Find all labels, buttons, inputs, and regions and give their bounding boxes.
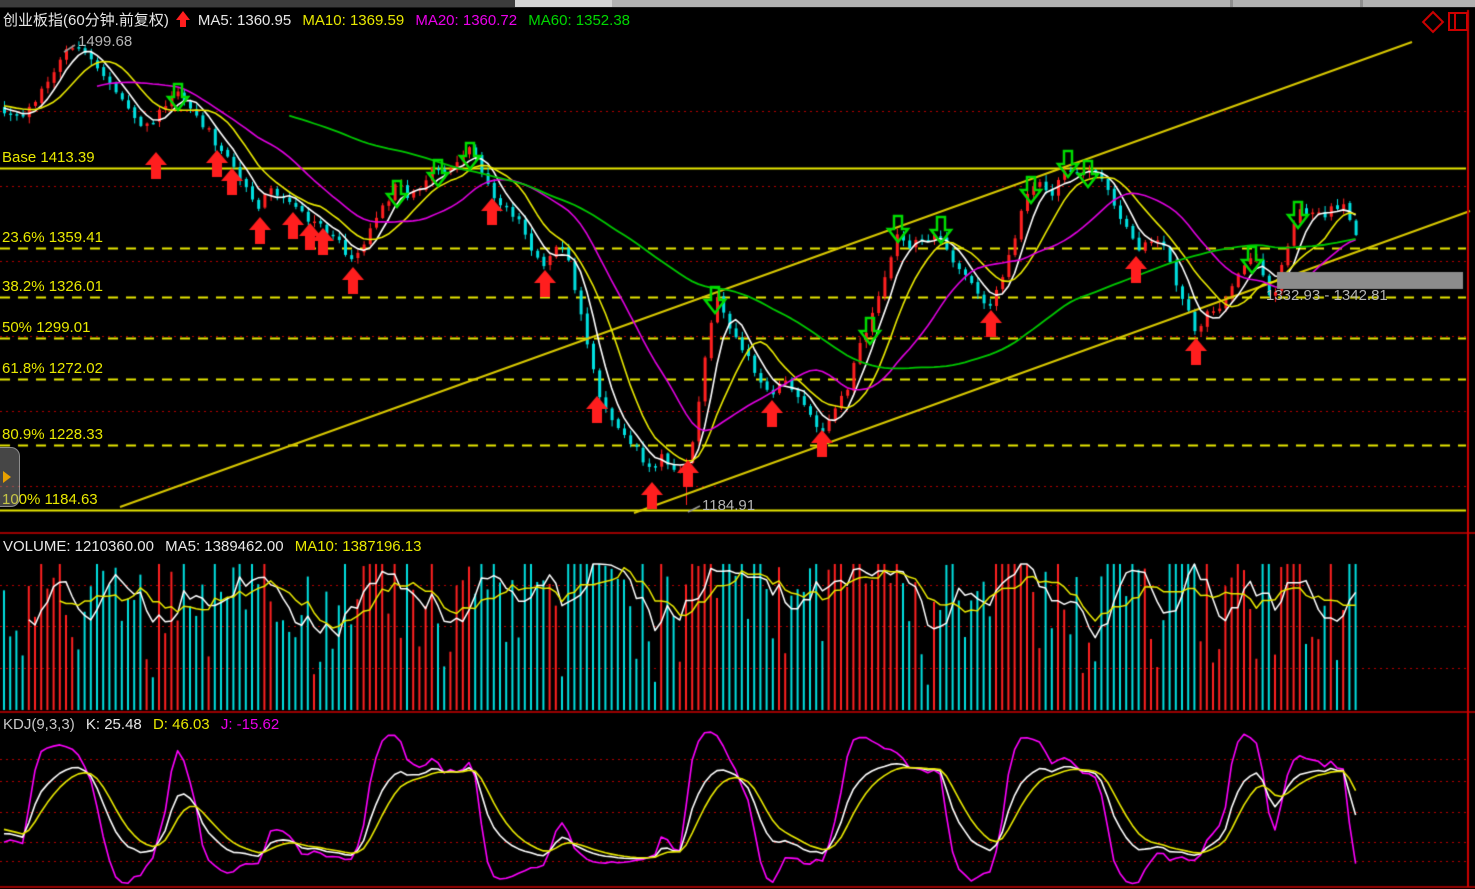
sidebar-expand-tab[interactable] bbox=[0, 447, 20, 507]
kdj-name: KDJ(9,3,3) bbox=[3, 716, 75, 733]
scrollbar-thumb[interactable] bbox=[515, 0, 612, 7]
split-window-icon[interactable] bbox=[1448, 12, 1468, 31]
fib-label-618: 61.8% 1272.02 bbox=[2, 360, 103, 377]
up-arrow-icon bbox=[175, 11, 191, 27]
fib-label-base: Base 1413.39 bbox=[2, 149, 95, 166]
top-scrollbar[interactable] bbox=[0, 0, 1475, 8]
fib-label-236: 23.6% 1359.41 bbox=[2, 229, 103, 246]
volume-value: VOLUME: 1210360.00 bbox=[3, 538, 154, 555]
volume-ma5: MA5: 1389462.00 bbox=[165, 538, 284, 555]
high-price-label: 1499.68 bbox=[78, 33, 133, 50]
scrollbar-notch bbox=[1230, 0, 1233, 7]
ma5-label: MA5: 1360.95 bbox=[197, 12, 292, 29]
kdj-j-value: J: -15.62 bbox=[220, 716, 280, 733]
main-chart-header: 创业板指(60分钟.前复权) MA5: 1360.95 MA10: 1369.59… bbox=[3, 9, 637, 30]
scrollbar-notch bbox=[1360, 0, 1363, 7]
price-range-label: 1332.93 - 1342.81 bbox=[1266, 287, 1388, 304]
scrollbar-track[interactable] bbox=[612, 0, 1475, 7]
low-price-label: 1184.91 bbox=[702, 497, 756, 514]
kdj-k-value: K: 25.48 bbox=[85, 716, 142, 733]
fib-label-809: 80.9% 1228.33 bbox=[2, 426, 103, 443]
ma60-label: MA60: 1352.38 bbox=[528, 12, 631, 29]
kdj-d-value: D: 46.03 bbox=[152, 716, 210, 733]
volume-header: VOLUME: 1210360.00 MA5: 1389462.00 MA10:… bbox=[3, 538, 429, 555]
fib-label-382: 38.2% 1326.01 bbox=[2, 278, 103, 295]
kdj-header: KDJ(9,3,3) K: 25.48 D: 46.03 J: -15.62 bbox=[3, 716, 286, 733]
instrument-title[interactable]: 创业板指(60分钟.前复权) bbox=[3, 12, 169, 29]
ma10-label: MA10: 1369.59 bbox=[302, 12, 405, 29]
ma20-label: MA20: 1360.72 bbox=[415, 12, 518, 29]
fib-label-50: 50% 1299.01 bbox=[2, 319, 91, 336]
fib-label-100: 100% 1184.63 bbox=[2, 491, 98, 508]
volume-ma10: MA10: 1387196.13 bbox=[294, 538, 422, 555]
